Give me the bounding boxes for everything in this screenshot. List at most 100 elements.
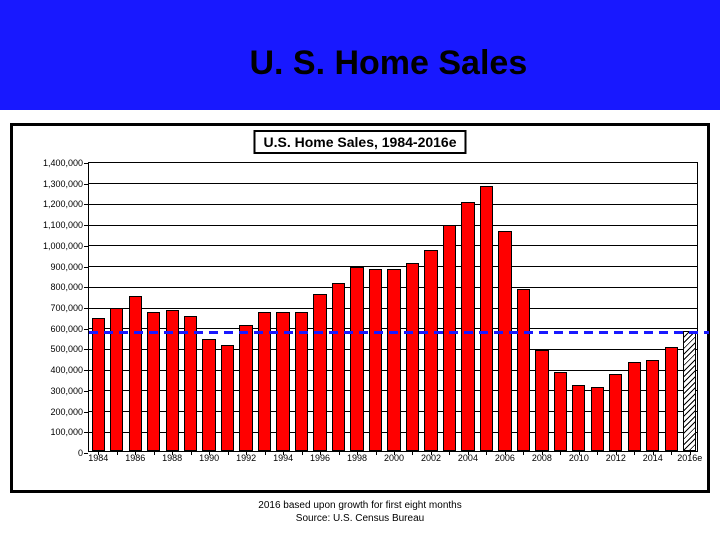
x-axis-label: 1996 xyxy=(310,453,330,463)
reference-line xyxy=(509,331,518,334)
y-axis-label: 1,100,000 xyxy=(43,220,83,230)
x-axis-label: 2014 xyxy=(643,453,663,463)
bar xyxy=(554,372,567,451)
y-axis-label: 0 xyxy=(78,448,83,458)
bar xyxy=(350,267,363,451)
reference-line xyxy=(554,331,563,334)
y-tick xyxy=(84,204,88,205)
y-axis-label: 900,000 xyxy=(50,262,83,272)
bar xyxy=(535,350,548,452)
reference-line xyxy=(314,331,323,334)
x-tick xyxy=(117,451,118,455)
reference-line xyxy=(599,331,608,334)
gridline xyxy=(89,266,697,267)
x-tick xyxy=(191,451,192,455)
reference-line xyxy=(374,331,383,334)
reference-line xyxy=(464,331,473,334)
reference-line xyxy=(119,331,128,334)
reference-line xyxy=(269,331,278,334)
reference-line xyxy=(404,331,413,334)
y-tick xyxy=(84,349,88,350)
y-axis-label: 400,000 xyxy=(50,365,83,375)
y-axis-label: 1,300,000 xyxy=(43,179,83,189)
reference-line xyxy=(134,331,143,334)
bar xyxy=(498,231,511,451)
y-axis-label: 500,000 xyxy=(50,344,83,354)
x-tick xyxy=(523,451,524,455)
bar xyxy=(387,269,400,451)
x-axis-label: 2010 xyxy=(569,453,589,463)
reference-line xyxy=(449,331,458,334)
bar xyxy=(406,263,419,452)
x-axis-label: 1988 xyxy=(162,453,182,463)
x-tick xyxy=(486,451,487,455)
bar xyxy=(221,345,234,451)
bar xyxy=(313,294,326,451)
x-tick xyxy=(376,451,377,455)
reference-line xyxy=(164,331,173,334)
gridline xyxy=(89,183,697,184)
reference-line xyxy=(704,331,709,334)
plot-area: 0100,000200,000300,000400,000500,000600,… xyxy=(88,162,698,452)
x-tick xyxy=(671,451,672,455)
reference-line xyxy=(629,331,638,334)
reference-line xyxy=(239,331,248,334)
x-tick xyxy=(597,451,598,455)
reference-line xyxy=(539,331,548,334)
reference-line xyxy=(194,331,203,334)
reference-line xyxy=(284,331,293,334)
y-tick xyxy=(84,225,88,226)
bar xyxy=(424,250,437,451)
footnote-line2: Source: U.S. Census Bureau xyxy=(0,513,720,524)
bar xyxy=(184,316,197,451)
reference-line xyxy=(104,331,113,334)
y-axis-label: 600,000 xyxy=(50,324,83,334)
x-tick xyxy=(634,451,635,455)
y-tick xyxy=(84,370,88,371)
bar xyxy=(202,339,215,451)
x-axis-label: 2016e xyxy=(677,453,702,463)
reference-line xyxy=(209,331,218,334)
y-axis-label: 1,200,000 xyxy=(43,199,83,209)
reference-line xyxy=(494,331,503,334)
y-tick xyxy=(84,329,88,330)
reference-line xyxy=(524,331,533,334)
bar xyxy=(665,347,678,451)
y-tick xyxy=(84,432,88,433)
y-axis-label: 1,000,000 xyxy=(43,241,83,251)
x-tick xyxy=(560,451,561,455)
y-tick xyxy=(84,287,88,288)
bar xyxy=(461,202,474,451)
x-axis-label: 2000 xyxy=(384,453,404,463)
x-axis-label: 2012 xyxy=(606,453,626,463)
reference-line xyxy=(389,331,398,334)
x-axis-label: 1990 xyxy=(199,453,219,463)
x-axis-label: 1998 xyxy=(347,453,367,463)
reference-line xyxy=(674,331,683,334)
x-axis-label: 2006 xyxy=(495,453,515,463)
bar xyxy=(110,308,123,451)
bar xyxy=(332,283,345,451)
x-axis-label: 1992 xyxy=(236,453,256,463)
title-line1: U. S. Home Sales xyxy=(249,44,527,82)
y-tick xyxy=(84,391,88,392)
y-axis-label: 800,000 xyxy=(50,282,83,292)
reference-line xyxy=(644,331,653,334)
bar xyxy=(628,362,641,451)
x-tick xyxy=(228,451,229,455)
x-tick xyxy=(339,451,340,455)
reference-line xyxy=(254,331,263,334)
reference-line xyxy=(614,331,623,334)
slide: U. S. Home Sales Remain Relatively Weak … xyxy=(0,0,720,540)
bar xyxy=(129,296,142,451)
title-band: U. S. Home Sales Remain Relatively Weak xyxy=(0,0,720,110)
reference-line xyxy=(689,331,698,334)
y-tick xyxy=(84,308,88,309)
x-axis-label: 1984 xyxy=(88,453,108,463)
chart-frame: U.S. Home Sales, 1984-2016e 0100,000200,… xyxy=(10,123,710,493)
reference-line xyxy=(434,331,443,334)
gridline xyxy=(89,245,697,246)
x-tick xyxy=(412,451,413,455)
x-axis-label: 2002 xyxy=(421,453,441,463)
bar xyxy=(517,289,530,451)
